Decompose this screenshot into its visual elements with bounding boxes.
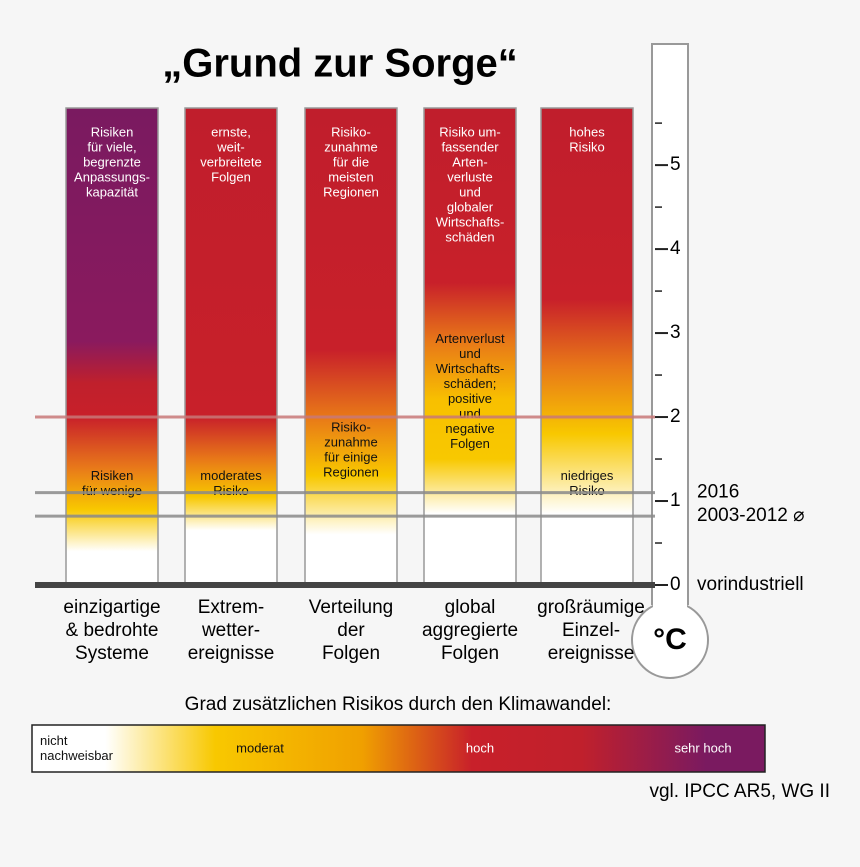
- reference-label: 2016: [697, 482, 739, 503]
- column-top-text: begrenzte: [83, 154, 141, 169]
- column-bottom-text: und: [459, 346, 481, 361]
- column-label: wetter-: [201, 620, 260, 641]
- legend-item: hoch: [466, 740, 494, 755]
- column-top-text: Risiko: [569, 139, 604, 154]
- column-top-text: für viele,: [87, 139, 136, 154]
- thermometer-tube: [651, 43, 689, 605]
- tick-label: 5: [670, 154, 681, 175]
- column-top-text: und: [459, 184, 481, 199]
- tick-label: 1: [670, 490, 681, 511]
- column-label: global: [445, 597, 496, 618]
- column-label: großräumige: [537, 597, 645, 618]
- column-top-text: ernste,: [211, 124, 251, 139]
- risk-column: [540, 107, 634, 586]
- column-bottom-text: Risiko: [213, 483, 248, 498]
- column-top-text: hohes: [569, 124, 605, 139]
- column-bottom-text: Risiken: [91, 468, 134, 483]
- column-bottom-text: Risiko-: [331, 420, 371, 435]
- column-top-text: zunahme: [324, 139, 377, 154]
- legend-title: Grad zusätzlichen Risikos durch den Klim…: [185, 694, 612, 715]
- tick-label: 3: [670, 322, 681, 343]
- column-label: einzigartige: [63, 597, 160, 618]
- column-label: der: [337, 620, 365, 641]
- tick-label: 0: [670, 574, 681, 595]
- column-top-text: Risiko-: [331, 124, 371, 139]
- source: vgl. IPCC AR5, WG II: [649, 781, 830, 802]
- legend-item: sehr hoch: [674, 740, 731, 755]
- column-top-text: Anpassungs-: [74, 169, 150, 184]
- column-bottom-text: Wirtschafts-: [436, 361, 505, 376]
- column-label: & bedrohte: [66, 620, 159, 641]
- column-bottom-text: für wenige: [82, 483, 142, 498]
- column-top-text: Risiko um-: [439, 124, 500, 139]
- legend-bar: [31, 724, 766, 773]
- column-label: Folgen: [441, 643, 499, 664]
- tick-label: 2: [670, 406, 681, 427]
- column-bottom-text: niedriges: [561, 468, 614, 483]
- column-top-text: Folgen: [211, 169, 251, 184]
- column-top-text: Arten-: [452, 154, 487, 169]
- column-bottom-text: für einige: [324, 450, 377, 465]
- column-label: aggregierte: [422, 620, 518, 641]
- legend-item: moderat: [236, 740, 284, 755]
- column-bottom-text: negative: [445, 421, 494, 436]
- column-top-text: globaler: [447, 199, 494, 214]
- column-top-text: weit-: [216, 139, 244, 154]
- legend-item: nicht: [40, 733, 68, 748]
- column-label: Extrem-: [198, 597, 265, 618]
- column-label: Systeme: [75, 643, 149, 664]
- column-bottom-text: schäden;: [444, 376, 497, 391]
- column-top-text: meisten: [328, 169, 374, 184]
- column-top-text: schäden: [445, 229, 494, 244]
- column-top-text: Regionen: [323, 184, 379, 199]
- column-label: ereignisse: [188, 643, 275, 664]
- tick-label: 4: [670, 238, 681, 259]
- column-bottom-text: Folgen: [450, 436, 490, 451]
- column-top-text: verluste: [447, 169, 493, 184]
- column-bottom-text: positive: [448, 391, 492, 406]
- legend-item: nachweisbar: [40, 748, 114, 763]
- column-label: Folgen: [322, 643, 380, 664]
- column-bottom-text: Regionen: [323, 465, 379, 480]
- column-bottom-text: moderates: [200, 468, 262, 483]
- column-label: Verteilung: [309, 597, 394, 618]
- column-top-text: Risiken: [91, 124, 134, 139]
- column-top-text: Wirtschafts-: [436, 214, 505, 229]
- unit: °C: [653, 623, 687, 656]
- column-label: Einzel-: [562, 620, 620, 641]
- title: „Grund zur Sorge“: [162, 42, 518, 86]
- column-bottom-text: zunahme: [324, 435, 377, 450]
- column-top-text: für die: [333, 154, 369, 169]
- reference-label: 2003-2012 ⌀: [697, 505, 805, 526]
- column-bottom-text: Risiko: [569, 483, 604, 498]
- column-top-text: verbreitete: [200, 154, 261, 169]
- column-bottom-text: Artenverlust: [435, 331, 505, 346]
- column-top-text: kapazität: [86, 184, 138, 199]
- column-label: ereignisse: [548, 643, 635, 664]
- column-top-text: fassender: [441, 139, 499, 154]
- thermometer-joint: [653, 580, 687, 620]
- reference-label: vorindustriell: [697, 574, 804, 595]
